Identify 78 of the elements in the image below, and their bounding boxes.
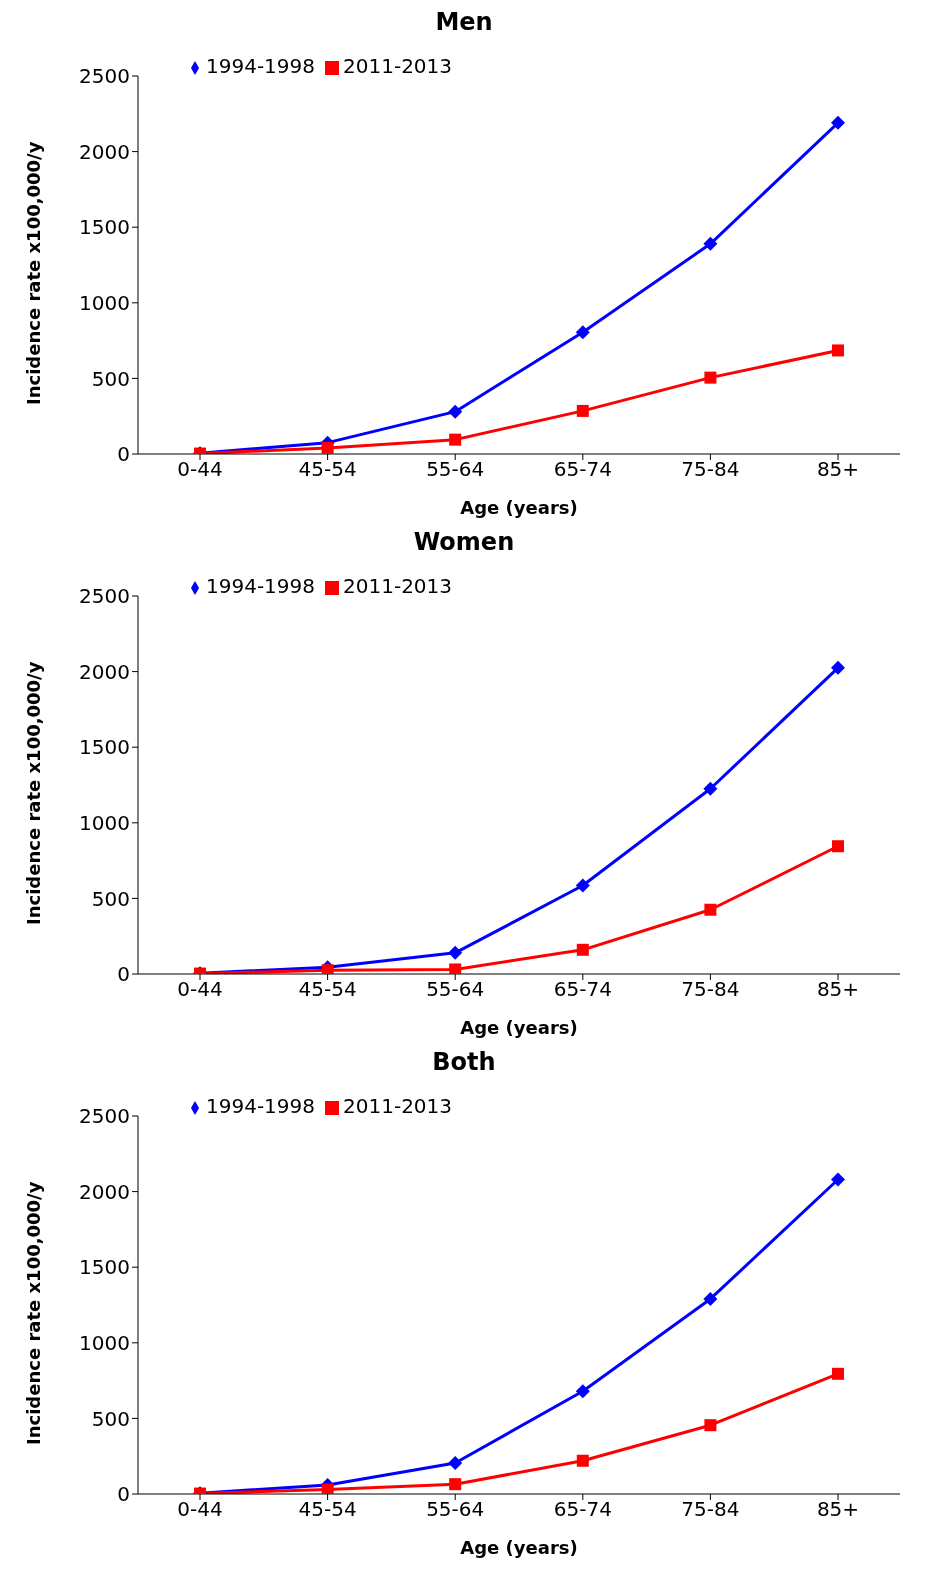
point <box>576 404 589 417</box>
legend-label: 1994-1998 <box>206 54 316 78</box>
point <box>703 236 718 251</box>
point <box>575 878 590 893</box>
legend-label: 2011-2013 <box>343 1094 453 1118</box>
point <box>449 963 462 974</box>
y-tick-label: 2000 <box>79 1179 130 1204</box>
point <box>449 433 462 446</box>
x-tick-label: 85+ <box>816 977 860 1002</box>
x-tick-label: 85+ <box>816 457 860 482</box>
chart-title: Both <box>431 1048 497 1078</box>
point <box>831 115 845 130</box>
y-tick-label: 500 <box>91 1406 130 1431</box>
point <box>703 781 718 796</box>
point <box>449 1478 462 1491</box>
y-tick-label: 1000 <box>79 810 130 835</box>
legend-label: 2011-2013 <box>343 54 453 78</box>
point <box>704 371 717 384</box>
chart-title: Women <box>412 528 516 558</box>
point <box>704 1419 717 1432</box>
point <box>448 945 463 960</box>
point <box>448 1456 463 1470</box>
chart-title: Men <box>434 8 494 38</box>
y-axis-title: Incidence rate x100,000/y <box>23 141 45 405</box>
x-tick-label: 0-44 <box>177 457 223 482</box>
point <box>575 325 590 340</box>
y-axis-title: Incidence rate x100,000/y <box>23 661 45 925</box>
y-tick-label: 0 <box>117 442 130 467</box>
y-tick-label: 500 <box>91 366 130 391</box>
point <box>575 1384 590 1399</box>
point <box>448 404 463 419</box>
x-tick-label: 75-84 <box>681 977 740 1002</box>
x-tick-label: 55-64 <box>426 457 485 482</box>
x-tick-label: 45-54 <box>298 1497 357 1522</box>
y-tick-label: 0 <box>117 962 130 987</box>
y-tick-label: 2500 <box>79 64 130 89</box>
point <box>704 903 717 916</box>
legend-label: 1994-1998 <box>206 574 316 598</box>
x-tick-label: 55-64 <box>426 1497 485 1522</box>
y-tick-label: 1500 <box>79 1255 130 1280</box>
y-tick-label: 2000 <box>79 659 130 684</box>
x-tick-label: 55-64 <box>426 977 485 1002</box>
point <box>321 964 334 974</box>
legend-label: 1994-1998 <box>206 1094 316 1118</box>
y-tick-label: 2000 <box>79 139 130 164</box>
x-axis-title: Age (years) <box>460 1537 578 1558</box>
x-tick-label: 65-74 <box>553 1497 612 1522</box>
x-tick-label: 0-44 <box>177 977 223 1002</box>
x-tick-label: 75-84 <box>681 457 740 482</box>
y-axis-title: Incidence rate x100,000/y <box>23 1181 45 1445</box>
y-tick-label: 1500 <box>79 735 130 760</box>
x-tick-label: 0-44 <box>177 1497 223 1522</box>
x-tick-label: 45-54 <box>298 457 357 482</box>
point <box>832 344 844 357</box>
y-tick-label: 1500 <box>79 215 130 240</box>
y-tick-label: 2500 <box>79 584 130 609</box>
y-tick-label: 500 <box>91 886 130 911</box>
point <box>321 441 334 454</box>
point <box>831 660 845 675</box>
point <box>576 1454 589 1467</box>
point <box>321 1483 334 1494</box>
point <box>832 840 844 853</box>
x-axis-title: Age (years) <box>460 1017 578 1038</box>
x-axis-title: Age (years) <box>460 497 578 518</box>
y-tick-label: 0 <box>117 1482 130 1507</box>
x-tick-label: 65-74 <box>553 457 612 482</box>
x-tick-label: 85+ <box>816 1497 860 1522</box>
point <box>703 1291 718 1306</box>
x-tick-label: 45-54 <box>298 977 357 1002</box>
point <box>576 943 589 956</box>
y-tick-label: 2500 <box>79 1104 130 1129</box>
y-tick-label: 1000 <box>79 290 130 315</box>
x-tick-label: 75-84 <box>681 1497 740 1522</box>
y-tick-label: 1000 <box>79 1330 130 1355</box>
point <box>831 1172 845 1187</box>
legend-label: 2011-2013 <box>343 574 453 598</box>
x-tick-label: 65-74 <box>553 977 612 1002</box>
point <box>832 1367 844 1380</box>
